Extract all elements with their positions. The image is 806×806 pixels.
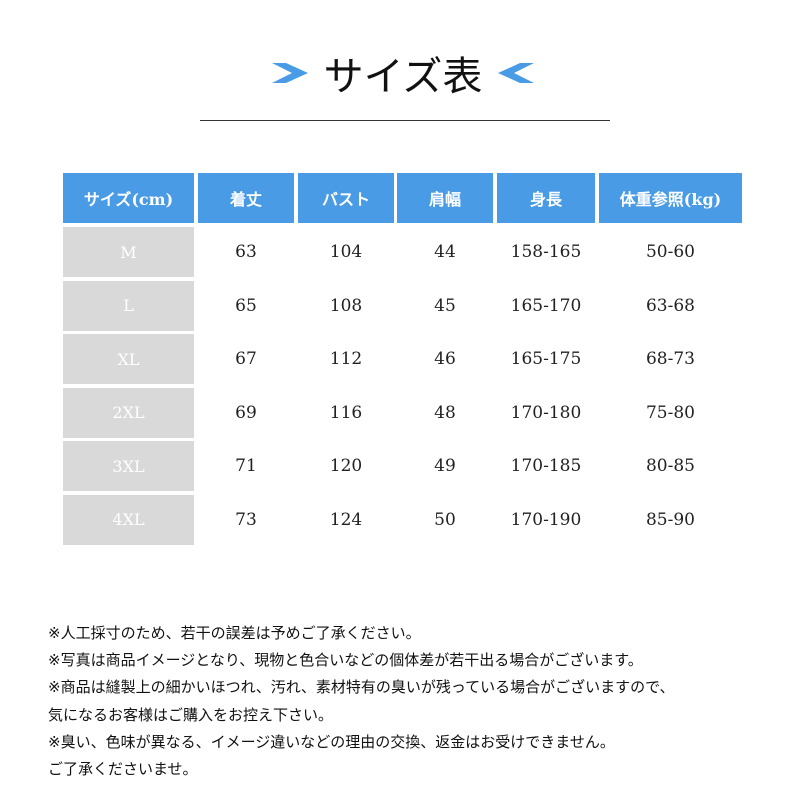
table-cell: 48 [434,402,456,423]
table-cell: 116 [329,402,363,423]
table-cell: 44 [434,242,456,262]
table-cell: 45 [434,295,456,316]
table-cell: 63-68 [645,295,695,316]
table-cell: 165-175 [510,349,582,369]
chevron-right-icon [271,63,308,83]
header-cell: 肩幅 [397,173,493,223]
size-label-cell: XL [63,334,194,384]
table-cell: 63 [235,242,257,262]
note-line: ※臭い、色味が異なる、イメージ違いなどの理由の交換、返金はお受けできません。 [48,732,615,751]
table-cell: 104 [329,242,363,262]
table-cell: 68-73 [645,349,695,369]
note-line: 気になるお客様はご購入をお控え下さい。 [48,705,334,724]
table-cell: 108 [329,295,363,316]
note-line: ※人工採寸のため、若干の誤差は予めご了承ください。 [48,624,421,642]
table-cell: 75-80 [645,402,695,423]
size-label-cell: L [63,280,194,331]
note-line: ※商品は縫製上の細かいほつれ、汚れ、素材特有の臭いが残っている場合がございますの… [48,678,675,697]
table-cell: 50 [434,509,456,530]
chevron-left-icon [498,63,535,83]
size-label-cell: M [63,227,194,277]
table-cell: 170-190 [510,509,582,530]
table-cell: 170-185 [510,456,582,476]
table-cell: 46 [434,349,456,369]
table-cell: 120 [329,456,363,476]
table-cell: 50-60 [645,242,695,262]
size-label-cell: 4XL [63,494,194,545]
note-line: ※写真は商品イメージとなり、現物と色合いなどの個体差が若干出る場合がございます。 [48,651,643,670]
table-cell: 112 [329,349,363,369]
title-bar: サイズ表 [0,44,806,102]
table-cell: 80-85 [645,456,695,476]
table-cell: 170-180 [510,402,582,423]
table-cell: 49 [434,456,456,476]
page-title: サイズ表 [323,54,483,100]
table-cell: 65 [235,295,257,316]
size-label-cell: 2XL [63,387,194,438]
header-cell: 身長 [497,173,595,223]
table-cell: 158-165 [510,242,582,262]
header-cell: バスト [298,173,394,223]
notes: ※人工採寸のため、若干の誤差は予めご了承ください。 ※写真は商品イメージとなり、… [48,620,675,783]
header-cell: 着丈 [198,173,294,223]
header-cell: サイズ(cm) [63,173,194,223]
table-cell: 165-170 [510,295,582,316]
note-line: ご了承くださいませ。 [48,759,198,778]
table-cell: 124 [329,509,363,530]
table-cell: 73 [235,509,257,530]
table-cell: 67 [235,349,257,369]
table-cell: 71 [235,456,257,476]
table-cell: 69 [235,402,257,423]
header-cell: 体重参照(kg) [599,173,742,223]
title-divider [200,120,610,121]
size-label-cell: 3XL [63,441,194,491]
table-cell: 85-90 [645,509,695,530]
